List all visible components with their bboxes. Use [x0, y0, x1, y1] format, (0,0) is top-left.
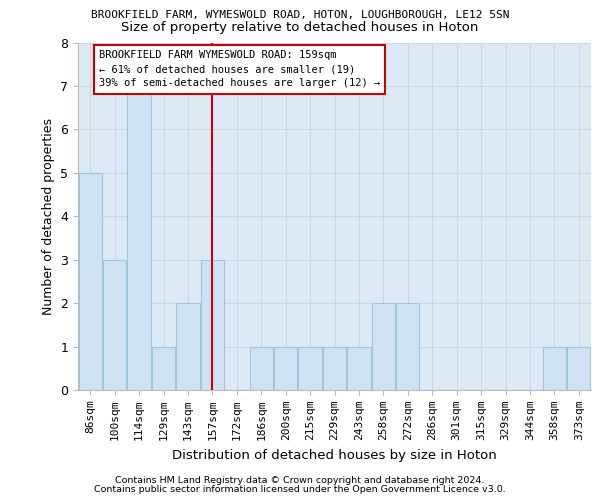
Bar [347, 346, 371, 390]
Text: BROOKFIELD FARM, WYMESWOLD ROAD, HOTON, LOUGHBOROUGH, LE12 5SN: BROOKFIELD FARM, WYMESWOLD ROAD, HOTON, … [91, 10, 509, 20]
Y-axis label: Number of detached properties: Number of detached properties [42, 118, 55, 315]
Bar [176, 303, 200, 390]
Text: Contains HM Land Registry data © Crown copyright and database right 2024.: Contains HM Land Registry data © Crown c… [115, 476, 485, 485]
Text: BROOKFIELD FARM WYMESWOLD ROAD: 159sqm
← 61% of detached houses are smaller (19): BROOKFIELD FARM WYMESWOLD ROAD: 159sqm ←… [99, 50, 380, 88]
Bar [103, 260, 126, 390]
Text: Contains public sector information licensed under the Open Government Licence v3: Contains public sector information licen… [94, 484, 506, 494]
Bar [152, 346, 175, 390]
X-axis label: Distribution of detached houses by size in Hoton: Distribution of detached houses by size … [172, 448, 497, 462]
Bar [298, 346, 322, 390]
Bar [79, 173, 102, 390]
Bar [567, 346, 590, 390]
Bar [274, 346, 297, 390]
Bar [372, 303, 395, 390]
Text: Size of property relative to detached houses in Hoton: Size of property relative to detached ho… [121, 21, 479, 34]
Bar [323, 346, 346, 390]
Bar [543, 346, 566, 390]
Bar [396, 303, 419, 390]
Bar [201, 260, 224, 390]
Bar [127, 86, 151, 390]
Bar [250, 346, 273, 390]
